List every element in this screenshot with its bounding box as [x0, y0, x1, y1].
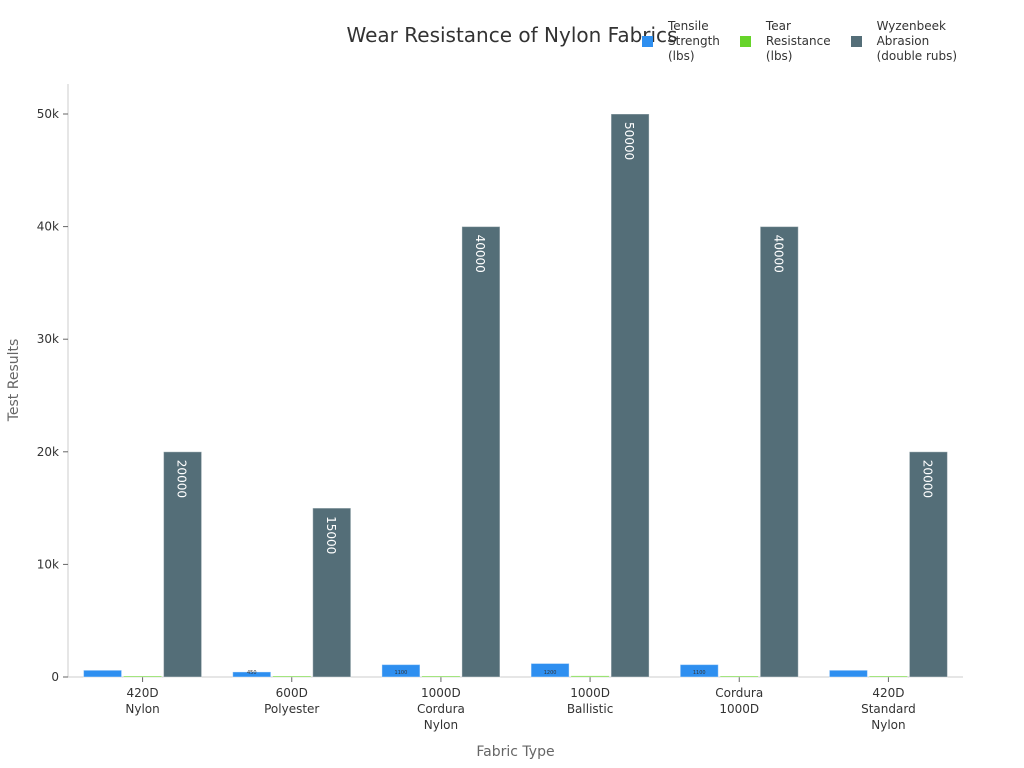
x-tick-label: 1000D [570, 686, 610, 700]
legend-item-abrasion[interactable]: Wyzenbeek Abrasion (double rubs) [850, 19, 958, 64]
bar-1 [123, 675, 163, 678]
x-tick-label: 1000D [719, 702, 759, 716]
x-tick-label: Cordura [715, 686, 763, 700]
data-label: 40000 [771, 235, 785, 273]
y-axis-title: Test Results [6, 339, 22, 423]
data-label: 40000 [473, 235, 487, 273]
x-tick-label: Ballistic [567, 702, 613, 716]
bar-1 [868, 675, 908, 678]
bar-0 [679, 664, 719, 678]
legend-label: Tear Resistance (lbs) [765, 19, 831, 63]
x-tick-label: 1000D [421, 686, 461, 700]
y-tick-label: 40k [37, 220, 59, 234]
data-label: 50000 [622, 122, 636, 160]
y-tick-label: 30k [37, 332, 59, 346]
bar-2 [908, 451, 948, 678]
x-tick-label: Cordura [417, 702, 465, 716]
data-label: 1100 [693, 670, 706, 676]
x-tick-label: Standard [861, 702, 916, 716]
x-tick-label: 600D [276, 686, 308, 700]
data-label: 15000 [324, 516, 338, 554]
bar-2 [312, 507, 352, 678]
data-label: 1100 [395, 670, 408, 676]
bar-2 [163, 451, 203, 678]
bar-1 [570, 675, 610, 678]
y-tick-label: 20k [37, 445, 59, 459]
bar-0 [232, 671, 272, 678]
x-axis-title: Fabric Type [476, 744, 554, 760]
legend-item-tensile[interactable]: Tensile Strength (lbs) [642, 19, 720, 64]
legend-swatch [642, 36, 653, 47]
x-tick-label: Nylon [424, 718, 458, 732]
y-tick-label: 10k [37, 557, 59, 571]
x-tick-label: Polyester [264, 702, 319, 716]
bar-1 [719, 675, 759, 678]
bar-0 [381, 664, 421, 678]
x-tick-label: Nylon [871, 718, 905, 732]
legend-item-tear[interactable]: Tear Resistance (lbs) [739, 19, 831, 64]
chart-title: Wear Resistance of Nylon Fabrics [346, 23, 678, 47]
legend-label: Tensile Strength (lbs) [668, 19, 720, 63]
bar-2 [610, 113, 650, 678]
bar-1 [421, 675, 461, 678]
legend: Tensile Strength (lbs) Tear Resistance (… [642, 19, 977, 64]
data-label: 20000 [920, 460, 934, 498]
x-tick-label: Nylon [125, 702, 159, 716]
y-tick-label: 0 [51, 670, 59, 684]
bar-0 [83, 669, 123, 678]
bar-2 [461, 226, 501, 678]
data-label: 20000 [175, 460, 189, 498]
bar-2 [759, 226, 799, 678]
legend-swatch [850, 36, 862, 47]
x-tick-label: 420D [872, 686, 904, 700]
y-tick-label: 50k [37, 107, 59, 121]
bar-0 [828, 669, 868, 678]
legend-label: Wyzenbeek Abrasion (double rubs) [876, 19, 958, 63]
data-label: 450 [247, 670, 257, 676]
bar-1 [272, 675, 312, 678]
bar-0 [530, 662, 570, 678]
legend-swatch [739, 36, 751, 47]
x-tick-label: 420D [127, 686, 159, 700]
data-label: 1200 [544, 670, 557, 676]
